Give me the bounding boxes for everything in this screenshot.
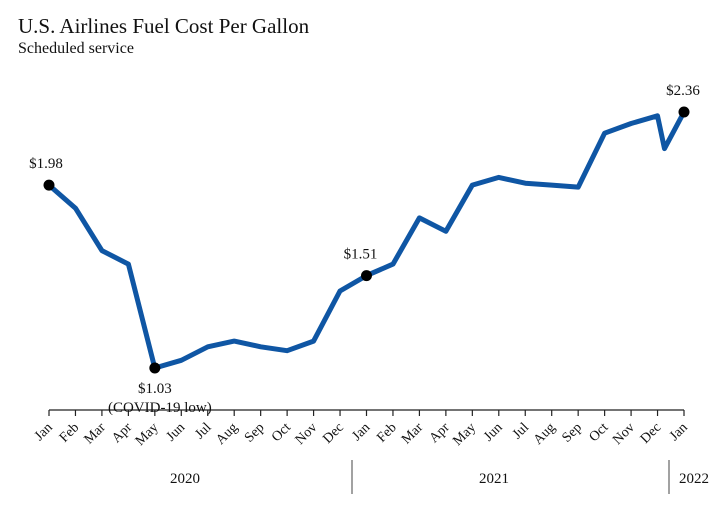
year-label: 2021 <box>479 471 509 487</box>
x-tick-label: Jan <box>350 420 374 444</box>
year-label: 2020 <box>170 471 200 487</box>
x-tick-label: Oct <box>269 420 294 445</box>
x-tick-label: Aug <box>531 420 559 448</box>
x-tick-label: Jul <box>510 420 532 442</box>
chart-title: U.S. Airlines Fuel Cost Per Gallon <box>18 14 310 38</box>
x-tick-label: Aug <box>213 420 241 448</box>
x-tick-label: Mar <box>399 420 426 447</box>
data-label: $1.98 <box>29 156 63 172</box>
x-tick-label: Jul <box>192 420 214 442</box>
x-tick-label: Jun <box>481 420 505 444</box>
data-note: (COVID-19 low) <box>108 400 212 416</box>
chart-subtitle: Scheduled service <box>18 40 134 57</box>
data-point-marker <box>361 270 372 282</box>
x-tick-label: Feb <box>374 420 399 445</box>
x-tick-label: Nov <box>610 420 638 448</box>
x-tick-label: Dec <box>638 420 665 447</box>
x-tick-label: May <box>450 420 479 449</box>
x-tick-label: Nov <box>293 420 321 448</box>
x-tick-label: Feb <box>57 420 82 445</box>
data-label: $1.03 <box>138 381 172 397</box>
x-tick-label: Oct <box>587 420 612 445</box>
x-tick-label: Jan <box>32 420 56 444</box>
data-point-marker <box>43 179 55 191</box>
x-tick-label: Jun <box>164 420 188 444</box>
x-tick-label: Apr <box>109 420 135 446</box>
data-point-marker <box>149 362 161 374</box>
x-tick-label: Sep <box>560 420 585 445</box>
data-point-marker <box>678 106 690 118</box>
data-label: $2.36 <box>666 83 700 99</box>
year-label: 2022 <box>679 471 709 487</box>
x-tick-label: Sep <box>242 420 267 445</box>
x-tick-label: Dec <box>320 420 347 447</box>
x-tick-label: Apr <box>427 420 453 446</box>
x-tick-label: Jan <box>667 420 691 444</box>
x-tick-label: Mar <box>82 420 109 447</box>
series-line <box>46 109 687 371</box>
x-tick-label: May <box>133 420 162 449</box>
data-label: $1.51 <box>344 247 378 263</box>
